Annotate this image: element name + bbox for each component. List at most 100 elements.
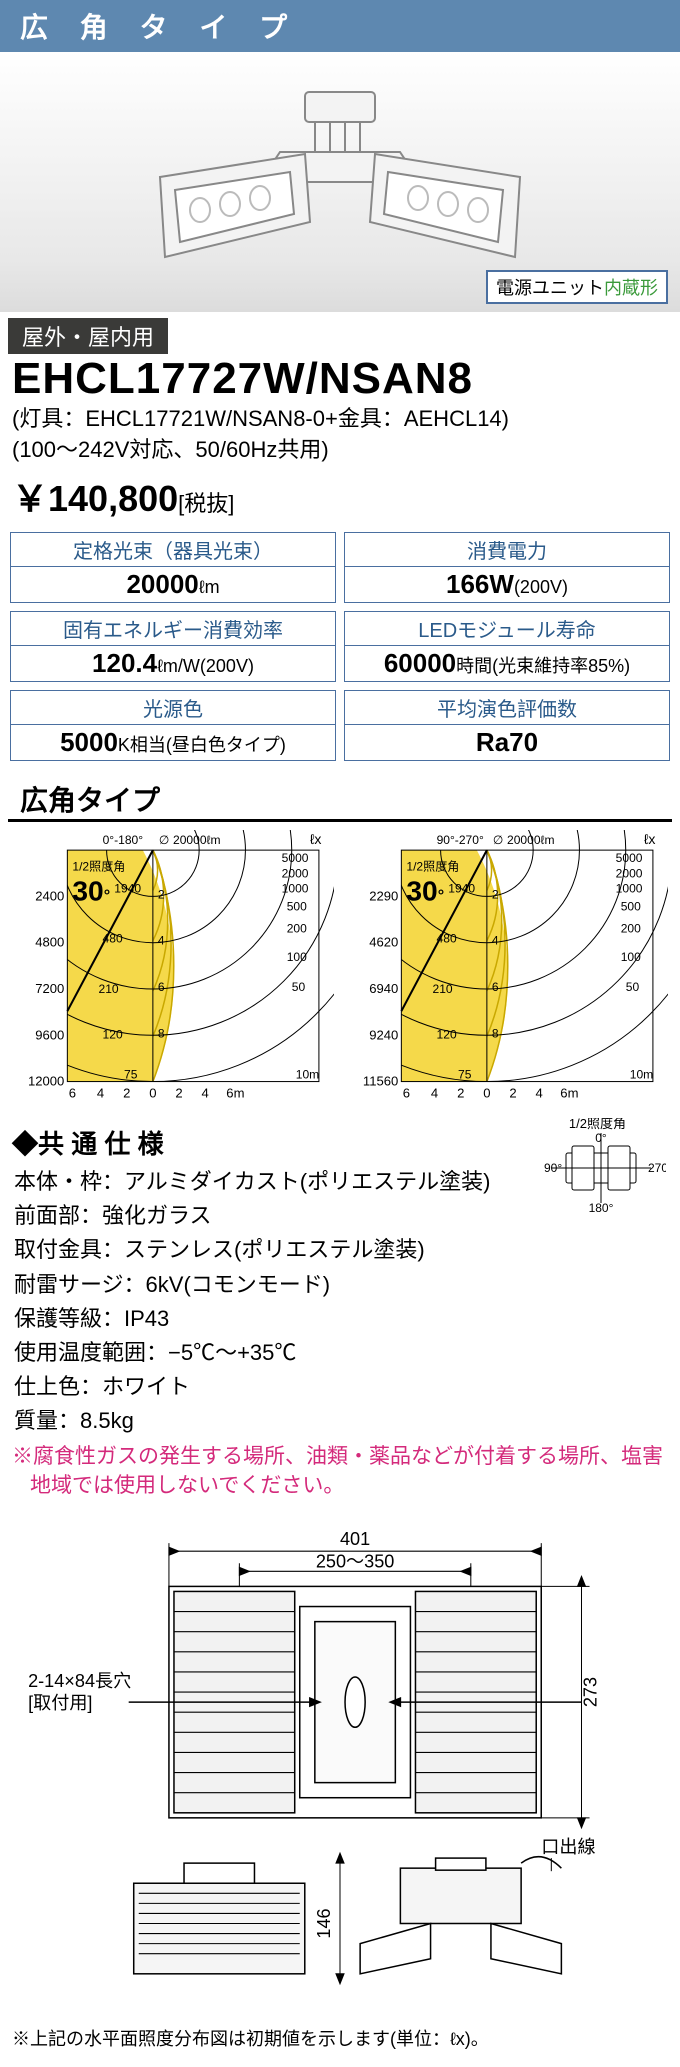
svg-text:1/2照度角: 1/2照度角 (72, 858, 125, 873)
svg-text:4620: 4620 (369, 934, 398, 949)
svg-text:0: 0 (149, 1085, 156, 1100)
svg-text:1/2照度角: 1/2照度角 (569, 1118, 626, 1131)
product-illustration (130, 82, 550, 282)
svg-text:5000: 5000 (616, 851, 643, 865)
spec-lumen: 定格光束（器具光束） 20000ℓm (10, 532, 336, 603)
spec-life: LEDモジュール寿命 60000時間(光束維持率85%) (344, 611, 670, 682)
svg-text:100: 100 (287, 949, 307, 963)
psu-badge: 電源ユニット内蔵形 (486, 270, 668, 304)
spec-label: 固有エネルギー消費効率 (11, 612, 335, 646)
svg-text:8: 8 (492, 1026, 499, 1040)
chart-left: 2400 4800 7200 9600 12000 6 4 2 0 2 4 6m… (12, 830, 334, 1107)
svg-text:2: 2 (123, 1085, 130, 1100)
svg-text:12000: 12000 (28, 1073, 64, 1088)
svg-text:210: 210 (99, 982, 119, 996)
svg-text:4: 4 (536, 1085, 543, 1100)
svg-text:270°: 270° (648, 1161, 666, 1175)
svg-text:∅: ∅ (493, 833, 504, 847)
svg-text:7200: 7200 (35, 981, 64, 996)
svg-text:401: 401 (340, 1529, 370, 1549)
svg-text:4: 4 (158, 933, 165, 947)
angle-icon-diagram: 1/2照度角 0° 270° 180° 90° (536, 1118, 666, 1218)
model-number: EHCL17727W/NSAN8 (0, 354, 680, 404)
spec-label: 光源色 (11, 691, 335, 725)
svg-text:146: 146 (314, 1908, 334, 1938)
svg-text:9240: 9240 (369, 1027, 398, 1042)
svg-text:2: 2 (457, 1085, 464, 1100)
svg-text:1000: 1000 (282, 881, 309, 895)
svg-text:6: 6 (492, 980, 499, 994)
svg-text:口出線: 口出線 (541, 1837, 595, 1857)
price-value: ￥140,800 (12, 478, 178, 519)
svg-text:0: 0 (483, 1085, 490, 1100)
svg-text:11560: 11560 (363, 1073, 398, 1088)
svg-text:1940: 1940 (448, 881, 475, 895)
svg-text:120: 120 (103, 1027, 123, 1041)
model-sub1: (灯具：EHCL17721W/NSAN8-0+金具：AEHCL14) (0, 404, 680, 435)
spec-value: 60000時間(光束維持率85%) (345, 646, 669, 681)
svg-text:50: 50 (292, 980, 306, 994)
model-sub2: (100～242V対応、50/60Hz共用) (0, 435, 680, 466)
svg-text:6m: 6m (560, 1085, 578, 1100)
spec-label: 定格光束（器具光束） (11, 533, 335, 567)
svg-text:10m: 10m (630, 1067, 653, 1081)
svg-text:9600: 9600 (35, 1027, 64, 1042)
spec-value: 120.4ℓm/W(200V) (11, 646, 335, 681)
svg-text:200: 200 (287, 921, 307, 935)
spec-efficacy: 固有エネルギー消費効率 120.4ℓm/W(200V) (10, 611, 336, 682)
svg-text:90°-270°: 90°-270° (437, 833, 484, 847)
svg-text:75: 75 (124, 1067, 138, 1081)
svg-text:2: 2 (158, 887, 165, 901)
footnote: ※上記の水平面照度分布図は初期値を示します(単位：ℓx)。 (0, 2019, 680, 2067)
svg-text:6: 6 (69, 1085, 76, 1100)
spec-label: 消費電力 (345, 533, 669, 567)
spec-value: Ra70 (345, 725, 669, 760)
spec-power: 消費電力 166W(200V) (344, 532, 670, 603)
svg-text:75: 75 (458, 1067, 472, 1081)
spec-value: 20000ℓm (11, 567, 335, 602)
svg-text:20000ℓm: 20000ℓm (173, 833, 221, 847)
spec-line: 耐雷サージ：6kV(コモンモード) (14, 1268, 666, 1302)
svg-text:90°: 90° (544, 1161, 562, 1175)
svg-text:180°: 180° (589, 1201, 614, 1213)
svg-text:500: 500 (287, 899, 307, 913)
svg-text:4800: 4800 (35, 934, 64, 949)
svg-text:6: 6 (403, 1085, 410, 1100)
svg-text:6: 6 (158, 980, 165, 994)
svg-text:10m: 10m (296, 1067, 319, 1081)
type-header: 広 角 タ イ プ (0, 0, 680, 52)
svg-text:50: 50 (626, 980, 640, 994)
svg-text:2290: 2290 (369, 888, 398, 903)
spec-line: 質量：8.5kg (14, 1404, 666, 1438)
svg-text:2: 2 (175, 1085, 182, 1100)
spec-line: 取付金具：ステンレス(ポリエステル塗装) (14, 1233, 666, 1267)
svg-text:1000: 1000 (616, 881, 643, 895)
svg-text:1940: 1940 (114, 881, 141, 895)
spec-value: 5000K相当(昼白色タイプ) (11, 725, 335, 760)
badge-prefix: 電源ユニット (496, 278, 604, 298)
price-tax: [税抜] (178, 491, 234, 516)
svg-text:0°-180°: 0°-180° (103, 833, 144, 847)
svg-text:200: 200 (621, 921, 641, 935)
chart-section-title: 広角タイプ (8, 773, 672, 822)
svg-text:ℓx: ℓx (310, 831, 322, 847)
svg-text:5000: 5000 (282, 851, 309, 865)
svg-text:480: 480 (437, 931, 457, 945)
chart-right: 2290 4620 6940 9240 11560 6 4 2 0 2 4 6m… (346, 830, 668, 1107)
spec-label: 平均演色評価数 (345, 691, 669, 725)
svg-text:2-14×84長穴 [取付用]: 2-14×84長穴 [取付用] (28, 1671, 136, 1713)
svg-text:2000: 2000 (616, 866, 643, 880)
spec-label: LEDモジュール寿命 (345, 612, 669, 646)
spec-line: 仕上色：ホワイト (14, 1370, 666, 1404)
svg-text:2: 2 (509, 1085, 516, 1100)
svg-text:6940: 6940 (369, 981, 398, 996)
spec-line: 使用温度範囲：−5℃〜+35℃ (14, 1336, 666, 1370)
svg-text:273: 273 (581, 1677, 601, 1707)
svg-text:2: 2 (492, 887, 499, 901)
svg-text:250～350: 250～350 (316, 1551, 395, 1571)
svg-text:1/2照度角: 1/2照度角 (406, 858, 459, 873)
svg-text:20000ℓm: 20000ℓm (507, 833, 555, 847)
svg-text:480: 480 (103, 931, 123, 945)
svg-text:6m: 6m (226, 1085, 244, 1100)
spec-value: 166W(200V) (345, 567, 669, 602)
